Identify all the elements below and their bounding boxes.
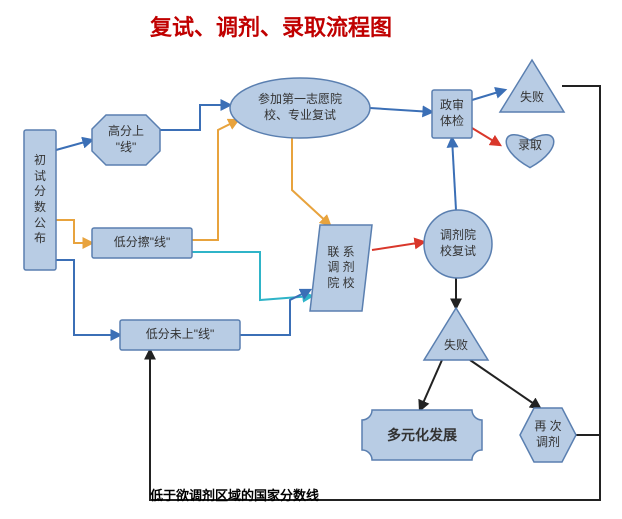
node-label-diverse: 多元化发展 [362, 410, 482, 460]
node-label-first: 参加第一志愿院 校、专业复试 [230, 78, 370, 138]
edge-start-high [56, 140, 92, 150]
edge-high-first [160, 105, 230, 130]
node-label-contact: 联 系 调 剂 院 校 [310, 225, 372, 311]
edge-first-contact [292, 138, 330, 225]
node-label-start: 初 试 分 数 公 布 [24, 130, 56, 270]
edge-lowpass-first [192, 120, 238, 240]
node-label-again: 再 次 调剂 [520, 408, 576, 462]
edge-start-lowpass [56, 220, 92, 243]
node-label-lowfail: 低分未上"线" [120, 320, 240, 350]
node-label-high: 高分上 "线" [92, 115, 160, 165]
node-label-polit: 政审 体检 [432, 90, 472, 138]
edge-lowpass-contact [192, 252, 312, 300]
edge-failbot-diverse [420, 360, 442, 410]
node-label-lowpass: 低分擦"线" [92, 228, 192, 258]
diagram-title: 复试、调剂、录取流程图 [150, 10, 392, 42]
bottom-caption: 低于欲调剂区域的国家分数线 [150, 485, 319, 504]
edge-polit-admit [472, 128, 500, 145]
node-label-failbot: 失败 [424, 331, 488, 360]
node-label-failtop: 失败 [500, 83, 564, 112]
edge-first-polit [370, 108, 432, 112]
edge-start-lowfail [56, 260, 120, 335]
edge-failbot-again [470, 360, 540, 408]
node-label-tiaoji: 调剂院 校复试 [424, 210, 492, 278]
edge-tiaoji-polit [452, 138, 456, 210]
edge-lowfail-contact [240, 290, 310, 335]
node-label-admit: 录取 [500, 132, 560, 158]
edge-contact-tiaoji [372, 242, 424, 250]
